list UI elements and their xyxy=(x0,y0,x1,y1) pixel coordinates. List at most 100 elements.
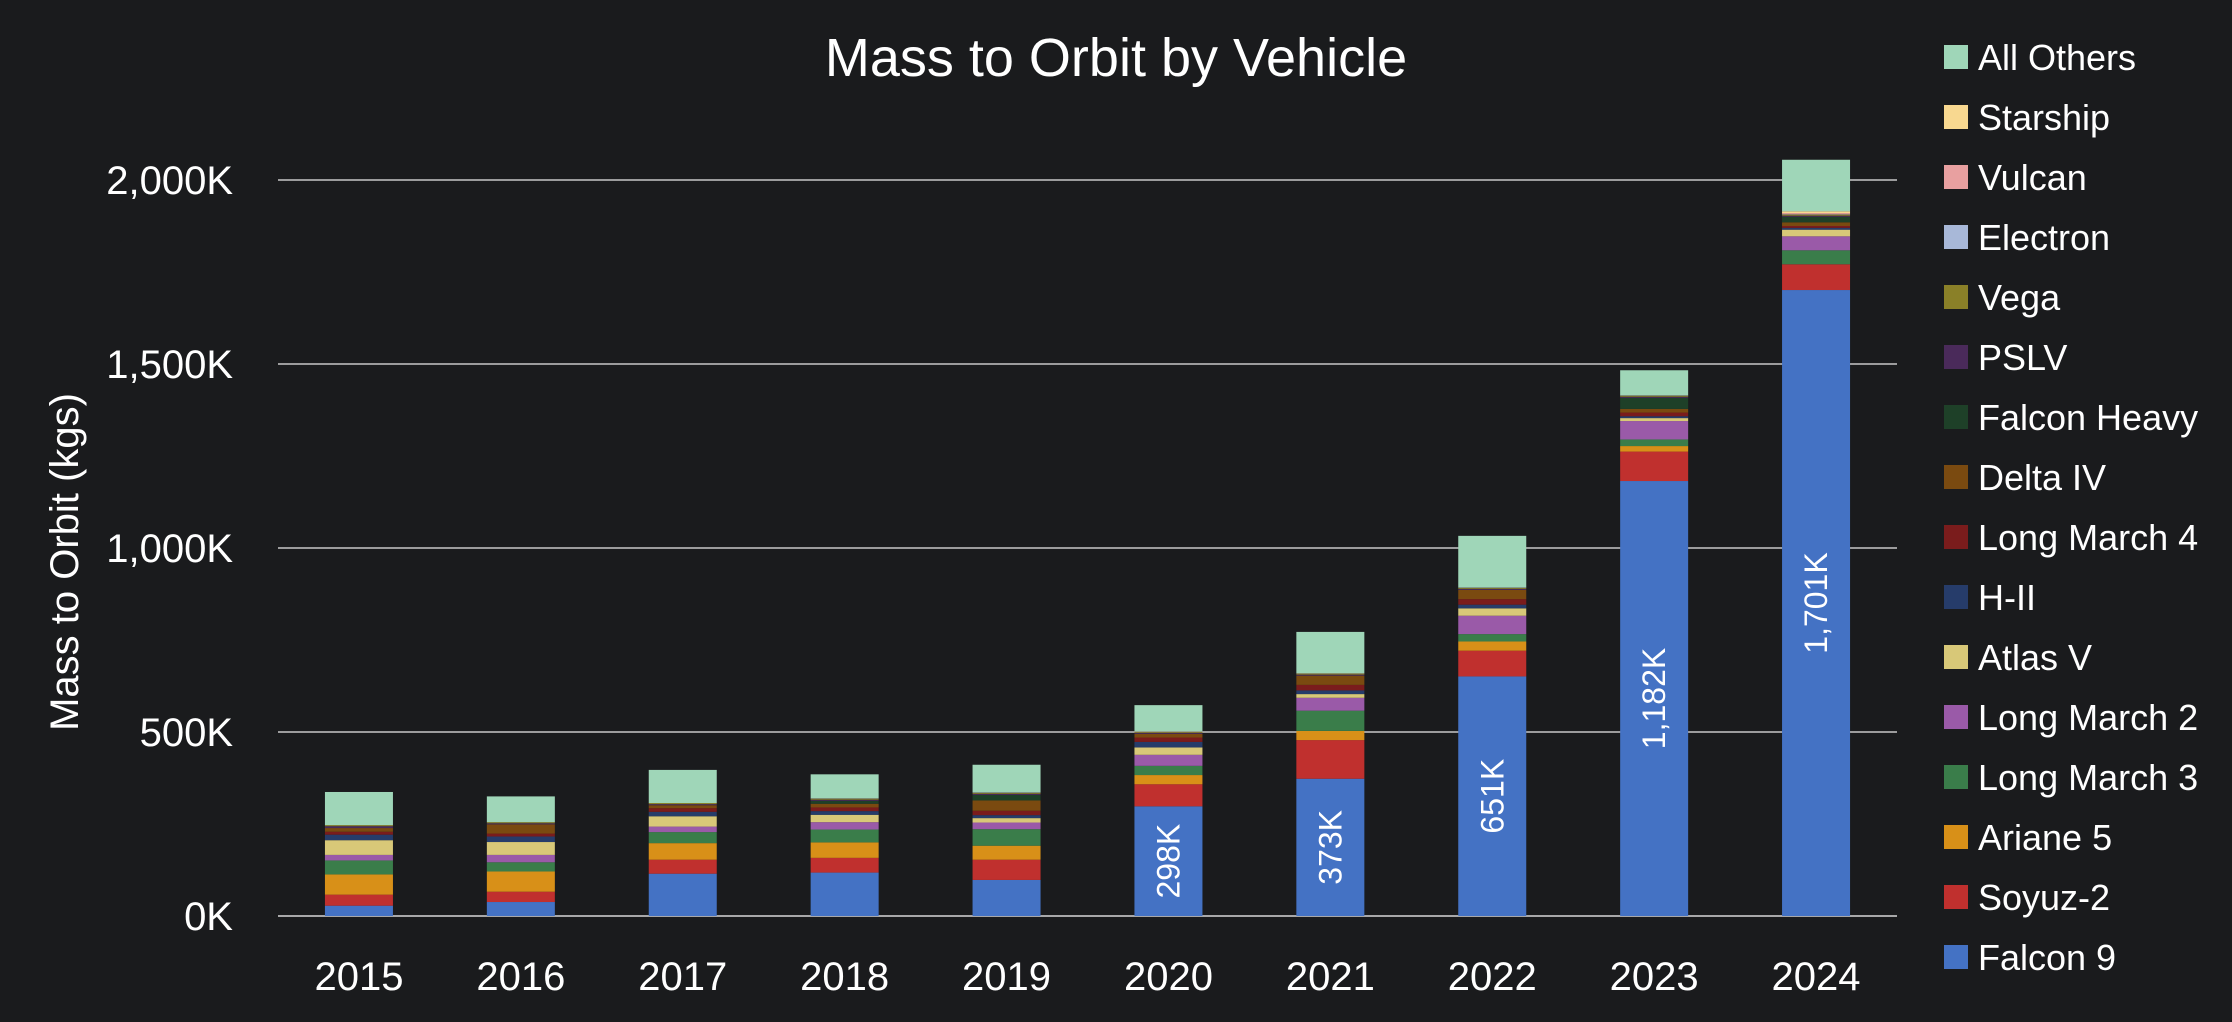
bar-segment xyxy=(648,808,717,812)
bar-segment xyxy=(1620,395,1689,397)
bar-segment xyxy=(1296,674,1365,676)
bar-segment xyxy=(1782,211,1851,214)
data-label: 373K xyxy=(1312,810,1348,885)
bar-segment xyxy=(648,832,717,844)
bar-segment xyxy=(324,831,393,835)
x-tick-label: 2024 xyxy=(1772,955,1861,999)
legend-label: Ariane 5 xyxy=(1978,817,2112,858)
bar-segment xyxy=(324,834,393,841)
bar-segment xyxy=(648,769,717,804)
bar-segment xyxy=(810,842,879,858)
y-axis-label: Mass to Orbit (kgs) xyxy=(43,393,87,731)
bar-segment xyxy=(1134,705,1203,732)
bar-segment xyxy=(1458,587,1527,589)
legend-label: Falcon 9 xyxy=(1978,937,2116,978)
bar-segment xyxy=(1458,608,1527,616)
legend-swatch xyxy=(1944,705,1968,729)
bar-segment xyxy=(1134,731,1203,733)
bar-segment xyxy=(810,798,879,800)
x-tick-label: 2020 xyxy=(1124,955,1213,999)
bar-segment xyxy=(486,902,555,916)
bar-segment xyxy=(972,879,1041,916)
y-tick-label: 500K xyxy=(140,711,234,755)
bar-segment xyxy=(1296,673,1365,675)
bar-segment xyxy=(972,859,1041,880)
bar-segment xyxy=(648,803,717,805)
bar-segment xyxy=(810,800,879,804)
bar-segment xyxy=(486,796,555,823)
bar-segment xyxy=(1458,535,1527,588)
x-tick-label: 2016 xyxy=(476,955,565,999)
bar-segment xyxy=(1134,765,1203,776)
y-tick-label: 2,000K xyxy=(106,159,233,203)
y-tick-labels: 0K 500K 1,000K 1,500K 2,000K xyxy=(106,159,233,939)
legend-label: Long March 4 xyxy=(1978,517,2198,558)
bar-segment xyxy=(648,873,717,916)
bar-segment xyxy=(1620,397,1689,409)
bar-segment xyxy=(1296,697,1365,711)
bar-segment xyxy=(1134,741,1203,748)
bar-segment xyxy=(1782,236,1851,251)
bar-segment xyxy=(972,822,1041,830)
bar-segment xyxy=(324,874,393,895)
legend-label: Atlas V xyxy=(1978,637,2092,678)
bar-segment xyxy=(324,905,393,916)
x-tick-label: 2023 xyxy=(1610,955,1699,999)
data-labels: 298K 373K 651K 1,182K 1,701K xyxy=(1150,552,1834,898)
bar-segment xyxy=(648,826,717,833)
bar-segment xyxy=(1458,650,1527,677)
legend: All Others Starship Vulcan Electron Vega PSLV… xyxy=(1944,37,2198,978)
bar-segment xyxy=(1458,615,1527,635)
bar-segment xyxy=(324,894,393,906)
chart-title: Mass to Orbit by Vehicle xyxy=(825,28,1407,88)
bar-segment xyxy=(486,854,555,863)
bar-segment xyxy=(810,872,879,916)
bar-segment xyxy=(324,840,393,855)
bar-segment xyxy=(648,816,717,827)
x-tick-label: 2018 xyxy=(800,955,889,999)
bar-segment xyxy=(486,836,555,843)
bar-segment xyxy=(1296,684,1365,691)
bars xyxy=(324,159,1851,917)
bar-segment xyxy=(1620,481,1689,916)
bar-segment xyxy=(1782,214,1851,216)
bar-segment xyxy=(486,891,555,903)
bar-segment xyxy=(486,862,555,872)
bar-segment xyxy=(810,822,879,830)
bar-segment xyxy=(486,822,555,824)
bar-segment xyxy=(1134,747,1203,755)
bar-segment xyxy=(324,826,393,829)
data-label: 1,182K xyxy=(1636,648,1672,749)
bar-segment xyxy=(486,871,555,892)
legend-swatch xyxy=(1944,105,1968,129)
bar-segment xyxy=(1620,421,1689,440)
bar-segment xyxy=(1458,589,1527,600)
y-tick-label: 1,000K xyxy=(106,527,233,571)
legend-swatch xyxy=(1944,885,1968,909)
bar-segment xyxy=(324,860,393,875)
bar-segment xyxy=(1620,446,1689,452)
bar-segment xyxy=(1296,778,1365,916)
legend-label: Electron xyxy=(1978,217,2110,258)
x-tick-label: 2017 xyxy=(638,955,727,999)
legend-swatch xyxy=(1944,165,1968,189)
bar-segment xyxy=(1458,641,1527,651)
bar-segment xyxy=(972,845,1041,860)
bar-segment xyxy=(1134,737,1203,742)
legend-swatch xyxy=(1944,585,1968,609)
bar-segment xyxy=(1620,418,1689,422)
legend-swatch xyxy=(1944,45,1968,69)
bar-segment xyxy=(1458,634,1527,642)
bar-segment xyxy=(972,818,1041,823)
legend-label: H-II xyxy=(1978,577,2036,618)
bar-segment xyxy=(972,764,1041,793)
bar-segment xyxy=(1782,215,1851,217)
bar-segment xyxy=(1296,710,1365,731)
bar-segment xyxy=(1296,631,1365,674)
bar-segment xyxy=(648,843,717,860)
bar-segment xyxy=(324,791,393,826)
legend-label: Vega xyxy=(1978,277,2061,318)
x-tick-label: 2021 xyxy=(1286,955,1375,999)
legend-swatch xyxy=(1944,465,1968,489)
y-tick-label: 0K xyxy=(184,895,233,939)
